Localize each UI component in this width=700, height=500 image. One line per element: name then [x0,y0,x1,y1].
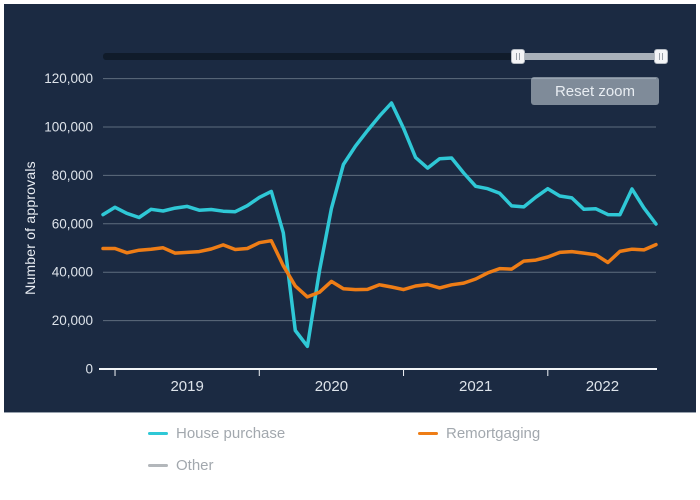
x-axis-label: 2020 [315,378,348,395]
y-axis-label: 80,000 [52,168,93,183]
slider-track[interactable] [103,53,661,60]
y-axis-label: 100,000 [44,120,93,135]
x-axis-label: 2021 [459,378,492,395]
slider-selected-range[interactable] [518,53,661,60]
slider-grip-icon [659,53,663,60]
x-axis-label: 2019 [170,378,203,395]
y-axis-label: 60,000 [52,216,93,231]
line-chart: 0 20,000 40,000 60,000 80,000 100,000 120,000 2… [44,71,658,395]
legend-label-remortgaging: Remortgaging [446,425,541,442]
legend-label-house-purchase: House purchase [176,425,286,442]
y-axis-label: 120,000 [44,71,93,86]
house-purchase-swatch-icon [148,432,168,435]
legend-item-remortgaging[interactable]: Remortgaging [418,425,540,442]
legend-item-house-purchase[interactable]: House purchase [148,425,285,442]
slider-handle-left[interactable] [511,49,525,64]
y-axis-label: 40,000 [52,265,93,280]
range-slider[interactable] [103,48,668,66]
y-axis-label: 20,000 [52,313,93,328]
chart-legend: House purchase Remortgaging Other [0,417,700,500]
legend-label-other: Other [176,457,214,474]
x-axis-label: 2022 [586,378,619,395]
chart-panel: Reset zoom Number of approvals 0 20,000 40… [4,4,696,413]
slider-grip-icon [516,53,520,60]
y-axis-label: 0 [85,362,93,377]
remortgaging-swatch-icon [418,432,438,435]
slider-handle-right[interactable] [654,49,668,64]
legend-item-other[interactable]: Other [148,457,214,474]
remortgaging-line [101,238,658,299]
reset-zoom-button[interactable]: Reset zoom [531,77,659,105]
house-purchase-line [101,101,658,349]
other-swatch-icon [148,464,168,467]
